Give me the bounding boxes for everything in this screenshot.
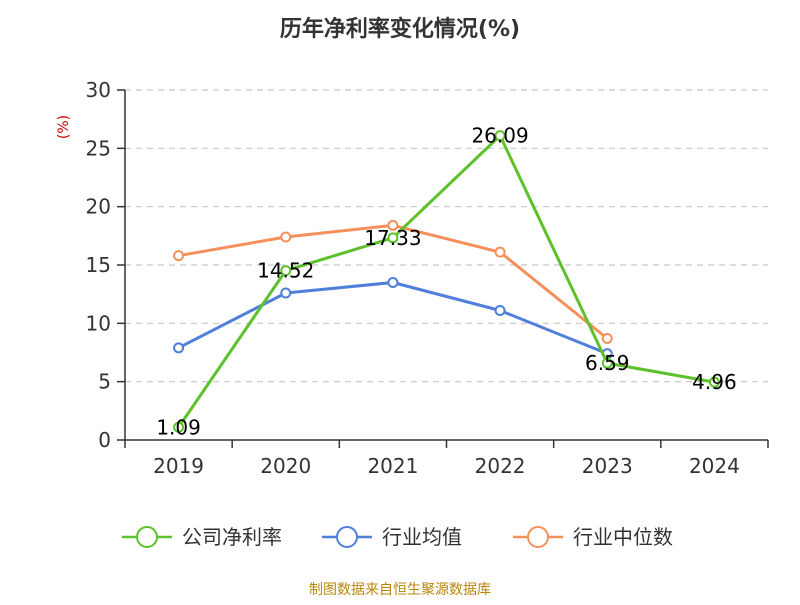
data-point [494,305,506,316]
data-point [173,421,185,433]
x-tick-label: 2024 [689,454,740,478]
data-label: 26.09 [471,124,528,148]
series-line [177,281,608,356]
data-point [494,130,506,142]
source-note: 制图数据来自恒生聚源数据库 [309,582,491,598]
y-tick-label: 25 [86,136,111,160]
legend-marker [336,526,358,548]
data-label: 6.59 [585,351,630,375]
data-point [280,287,292,299]
y-tick-label: 0 [98,428,111,452]
series-line [177,134,715,429]
data-point [280,231,292,243]
data-point [173,342,185,354]
data-point [494,246,506,258]
data-point [387,219,399,231]
axes: 0 5 10 15 20 25 30 2019 2020 2021 2022 2023 2024 [86,78,769,478]
data-point [387,277,399,288]
data-point [280,265,292,277]
data-point [708,376,720,388]
y-axis-label: (%) [56,115,72,139]
y-tick-label: 20 [86,195,111,219]
data-labels: 1.09 14.52 17.33 26.09 6.59 4.96 [156,124,736,440]
data-label: 1.09 [156,415,201,439]
legend-label: 公司净利率 [182,525,282,549]
data-label: 14.52 [257,259,314,283]
y-tick-label: 5 [98,370,111,394]
legend: 公司净利率 行业均值 行业中位数 [122,525,673,549]
x-tick-label: 2019 [153,454,204,478]
legend-label: 行业中位数 [573,525,673,549]
data-point [601,357,613,369]
x-tick-label: 2021 [367,454,418,478]
data-point [173,250,185,262]
data-label: 17.33 [364,226,421,250]
legend-marker [136,526,158,548]
series-lines [173,130,720,433]
y-tick-label: 30 [86,78,111,102]
x-tick-label: 2023 [582,454,633,478]
legend-marker [527,526,549,548]
y-tick-label: 15 [86,253,111,277]
data-point [601,333,613,344]
data-point [387,232,399,244]
x-tick-label: 2022 [475,454,526,478]
x-tick-label: 2020 [260,454,311,478]
grid-lines [125,89,768,383]
y-tick-label: 10 [86,311,111,335]
chart-title: 历年净利率变化情况(%) [280,16,520,42]
legend-label: 行业均值 [382,525,462,549]
data-label: 4.96 [692,370,737,394]
